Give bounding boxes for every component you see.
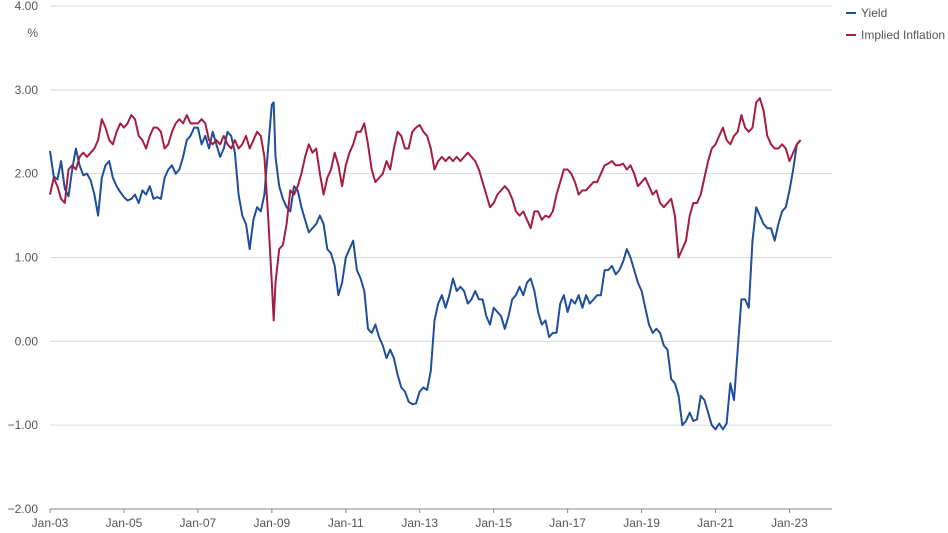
legend: Yield Implied Inflation: [846, 2, 945, 46]
x-tick-label: Jan-17: [549, 516, 586, 530]
y-tick-label: 3.00: [15, 83, 39, 97]
y-tick-label: 0.00: [15, 334, 39, 348]
x-tick-label: Jan-21: [697, 516, 734, 530]
legend-label-implied-inflation: Implied Inflation: [861, 28, 946, 42]
x-tick-label: Jan-15: [475, 516, 512, 530]
x-tick-label: Jan-07: [180, 516, 217, 530]
y-tick-label: 4.00: [15, 0, 39, 13]
series-line-yield: [49, 101, 802, 431]
legend-item-implied-inflation: Implied Inflation: [846, 24, 945, 46]
series-line-implied-inflation: [49, 97, 802, 322]
x-tick-label: Jan-23: [771, 516, 808, 530]
x-tick-label: Jan-05: [106, 516, 143, 530]
legend-label-yield: Yield: [861, 6, 888, 20]
series-lines: [49, 97, 802, 431]
x-tick-label: Jan-03: [32, 516, 69, 530]
y-tick-label: −1.00: [8, 418, 39, 432]
legend-swatch-implied-inflation: [846, 34, 856, 36]
x-tick-label: Jan-19: [623, 516, 660, 530]
x-tick-label: Jan-11: [328, 516, 364, 530]
gridlines: [50, 5, 832, 510]
x-tick-label: Jan-13: [401, 516, 438, 530]
x-tick-label: Jan-09: [253, 516, 290, 530]
y-tick-label: −2.00: [8, 502, 39, 516]
y-axis-unit-label: %: [27, 26, 38, 40]
legend-swatch-yield: [846, 12, 856, 14]
y-tick-label: 1.00: [15, 251, 39, 265]
y-tick-label: 2.00: [15, 167, 39, 181]
y-axis: 4.00 3.00 2.00 1.00 0.00 −1.00 −2.00: [8, 0, 39, 516]
x-axis: Jan-03 Jan-05 Jan-07 Jan-09 Jan-11 Jan-13 Jan-…: [32, 509, 808, 530]
legend-item-yield: Yield: [846, 2, 945, 24]
